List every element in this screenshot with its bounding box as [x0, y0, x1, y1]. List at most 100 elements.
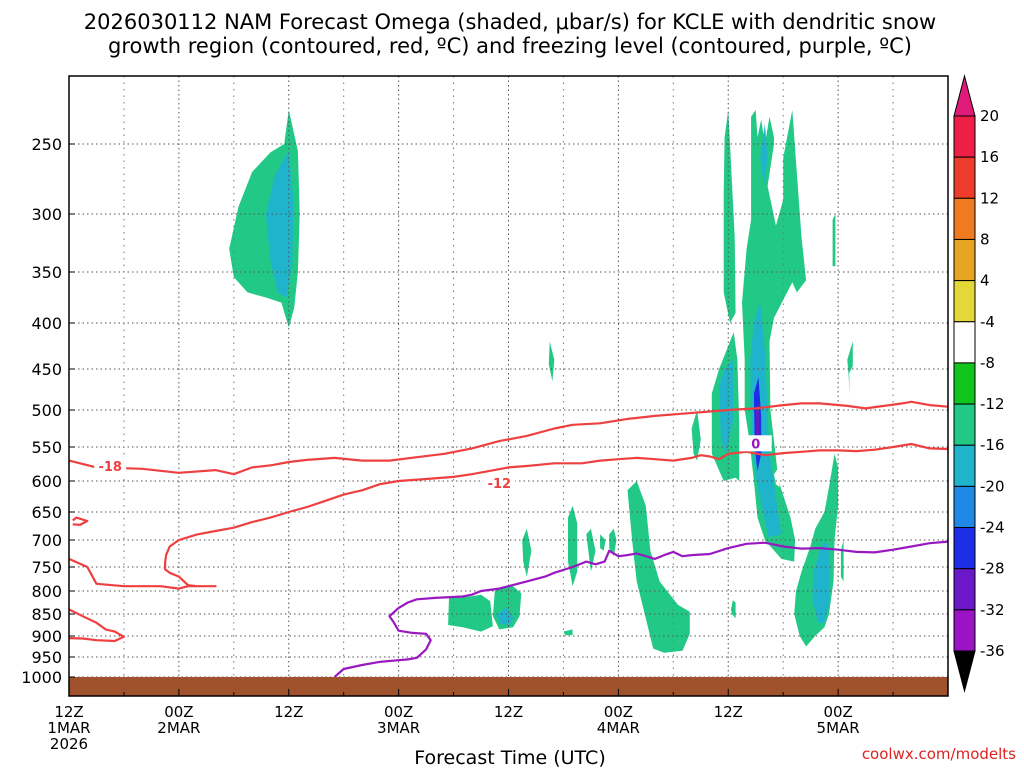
omega-region-15 — [627, 481, 690, 653]
x-tick-label-84-0: 00Z — [823, 703, 852, 721]
dgz-contour-4 — [72, 516, 89, 527]
omega-region-30 — [762, 576, 772, 614]
y-tick-label-650: 650 — [31, 503, 62, 522]
y-tick-label-350: 350 — [31, 263, 62, 282]
colorbar-cell-7 — [953, 362, 976, 405]
dgz-contour-layer — [68, 400, 949, 643]
dgz-label-2: -12 — [488, 477, 512, 492]
colorbar-cell-9 — [953, 444, 976, 487]
x-tick-label-0-0: 12Z — [54, 703, 83, 721]
colorbar-tick-label-10: -24 — [980, 519, 1005, 537]
omega-region-31 — [740, 76, 744, 144]
y-tick-label-600: 600 — [31, 472, 62, 491]
contour-label-layer: -18 -12 0 — [94, 435, 772, 492]
colorbar-tick-label-3: 8 — [980, 230, 990, 248]
freezing-level-layer — [333, 540, 949, 678]
omega-region-5 — [458, 659, 486, 663]
y-tick-label-450: 450 — [31, 360, 62, 379]
y-tick-label-500: 500 — [31, 401, 62, 420]
omega-region-14 — [563, 629, 573, 636]
x-axis-label: Forecast Time (UTC) — [414, 747, 605, 768]
colorbar-cell-3 — [953, 197, 976, 240]
omega-region-8 — [548, 341, 555, 382]
y-tick-label-1000: 1000 — [21, 668, 62, 687]
x-tick-label-0-1: 1MAR — [47, 719, 90, 737]
omega-region-22 — [723, 110, 736, 323]
omega-region-2 — [265, 151, 294, 298]
y-tick-label-700: 700 — [31, 531, 62, 550]
y-tick-label-400: 400 — [31, 314, 62, 333]
x-tick-label-12-0: 00Z — [164, 703, 193, 721]
omega-region-25 — [750, 302, 782, 538]
colorbar-tick-label-0: 20 — [980, 107, 999, 125]
omega-region-19 — [741, 505, 752, 577]
x-tick-label-36-0: 00Z — [384, 703, 413, 721]
credit-text: coolwx.com/modelts — [862, 745, 1016, 763]
colorbar: 20 16 12 8 4 -4 -8 -12 -16 -20 -24 -28 -32 -36 — [953, 74, 1005, 693]
omega-region-34 — [819, 424, 833, 494]
dgz-label-1: -18 — [98, 460, 122, 475]
colorbar-cell-6 — [953, 321, 976, 364]
x-tick-label-72-0: 12Z — [714, 703, 743, 721]
dgz-contour-3 — [68, 608, 126, 643]
chart-title-line2: growth region (contoured, red, ºC) and f… — [108, 34, 912, 58]
omega-region-29 — [774, 467, 780, 488]
y-tick-label-850: 850 — [31, 605, 62, 624]
x-tick-label-12-1: 2MAR — [157, 719, 200, 737]
omega-region-39 — [824, 659, 842, 663]
omega-region-7 — [497, 607, 514, 625]
colorbar-bottom-arrow — [953, 650, 976, 693]
omega-region-3 — [224, 432, 245, 501]
colorbar-cell-10 — [953, 485, 976, 529]
omega-region-13 — [609, 528, 617, 557]
omega-region-37 — [812, 540, 829, 623]
colorbar-tick-label-13: -36 — [980, 642, 1005, 660]
omega-region-4 — [448, 594, 493, 632]
x-tick-label-84-1: 5MAR — [817, 719, 860, 737]
colorbar-cell-8 — [953, 403, 976, 446]
x-tick-label-36-1: 3MAR — [377, 719, 420, 737]
colorbar-top-arrow — [953, 74, 976, 117]
omega-region-16 — [691, 410, 701, 461]
dgz-label-bg-1 — [94, 458, 127, 475]
colorbar-tick-label-5: -4 — [980, 313, 995, 331]
y-tick-label-800: 800 — [31, 582, 62, 601]
x-tick-label-60-0: 00Z — [604, 703, 633, 721]
colorbar-tick-label-2: 12 — [980, 189, 999, 207]
y-tick-label-750: 750 — [31, 558, 62, 577]
x-tick-label-24-0: 12Z — [274, 703, 303, 721]
y-tick-label-900: 900 — [31, 627, 62, 646]
omega-region-23 — [719, 359, 734, 454]
colorbar-tick-label-8: -16 — [980, 436, 1005, 454]
colorbar-tick-label-1: 16 — [980, 148, 999, 166]
dgz-label-bg-2 — [483, 474, 516, 491]
colorbar-cell-4 — [953, 238, 976, 282]
colorbar-cell-5 — [953, 280, 976, 323]
colorbar-cell-1 — [953, 115, 976, 158]
colorbar-cell-11 — [953, 527, 976, 570]
omega-region-32 — [832, 214, 836, 267]
colorbar-cell-12 — [953, 568, 976, 611]
colorbar-tick-label-7: -12 — [980, 395, 1005, 413]
plot-area: -18 -12 0 — [68, 75, 949, 697]
colorbar-tick-label-9: -20 — [980, 477, 1005, 495]
dgz-contour-1 — [68, 400, 949, 476]
x-tick-label-0-2: 2026 — [50, 735, 88, 753]
x-tick-label-48-0: 12Z — [494, 703, 523, 721]
omega-region-12 — [600, 534, 606, 551]
omega-region-9 — [522, 528, 532, 577]
freezing-contour-1 — [333, 540, 949, 678]
omega-region-35 — [849, 359, 857, 410]
omega-region-17 — [678, 272, 685, 337]
freezing-label-1: 0 — [751, 437, 760, 452]
y-tick-label-550: 550 — [31, 438, 62, 457]
y-tick-label-300: 300 — [31, 205, 62, 224]
y-tick-label-950: 950 — [31, 648, 62, 667]
y-tick-label-250: 250 — [31, 135, 62, 154]
dgz-contour-2 — [68, 442, 949, 590]
colorbar-cell-13 — [953, 609, 976, 652]
colorbar-tick-label-11: -28 — [980, 560, 1005, 578]
x-tick-label-60-1: 4MAR — [597, 719, 640, 737]
omega-region-28 — [760, 123, 768, 186]
